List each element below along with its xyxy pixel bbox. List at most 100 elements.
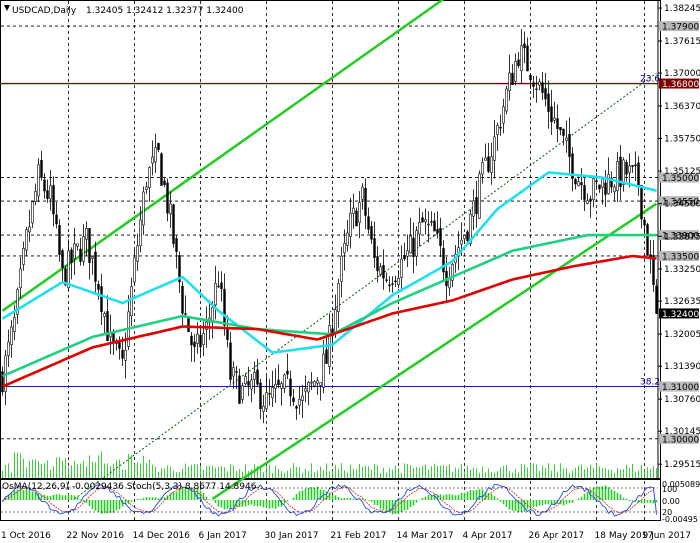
- candle-body: [325, 349, 328, 364]
- candle-body: [103, 313, 106, 317]
- candle-body: [430, 221, 433, 223]
- candle-body: [607, 174, 610, 194]
- candle-body: [133, 257, 136, 283]
- level-price-tag: [659, 230, 699, 241]
- indicator-tick-label: 0.005089: [662, 480, 700, 489]
- candle-body: [316, 380, 319, 384]
- candle-body: [40, 160, 43, 178]
- candle-body: [508, 72, 511, 91]
- candle-body: [574, 179, 577, 185]
- candle-body: [235, 371, 238, 373]
- candle-body: [268, 393, 271, 395]
- candle-body: [148, 167, 151, 188]
- date-label: 6 Jan 2017: [199, 531, 247, 541]
- candle-body: [199, 334, 202, 348]
- candle-body: [427, 223, 430, 226]
- candle-body: [250, 379, 253, 390]
- date-label: 14 Dec 2016: [133, 531, 191, 541]
- level-price-tag: [659, 196, 699, 207]
- candle-body: [67, 250, 70, 289]
- candle-body: [82, 236, 85, 262]
- price-tick-label: 1.35125: [664, 167, 700, 177]
- candle-body: [22, 247, 25, 265]
- candle-body: [13, 317, 16, 332]
- candle-body: [346, 232, 349, 246]
- candle-body: [280, 383, 283, 389]
- candle-body: [463, 235, 466, 240]
- fib-label: 38.2: [640, 378, 660, 388]
- candle-body: [625, 161, 628, 175]
- candle-body: [643, 219, 646, 226]
- date-label: 26 Apr 2017: [529, 531, 585, 541]
- candle-body: [313, 381, 316, 387]
- candle-body: [502, 106, 505, 124]
- candle-body: [358, 202, 361, 223]
- candle-body: [598, 184, 601, 190]
- candle-body: [145, 186, 148, 190]
- candle-body: [100, 286, 103, 313]
- candle-body: [238, 375, 241, 404]
- date-label: 30 Jan 2017: [265, 531, 319, 541]
- indicator-tick-label: 0.00: [662, 497, 680, 506]
- stoch-signal-line: [2, 486, 657, 514]
- price-tick-label: 1.32005: [664, 330, 700, 340]
- level-price-tag: [659, 78, 699, 89]
- candle-body: [355, 210, 358, 227]
- candle-body: [601, 178, 604, 188]
- candle-body: [70, 249, 73, 263]
- level-price-label: 1.36800: [662, 80, 699, 90]
- candle-body: [85, 228, 88, 240]
- candle-body: [511, 72, 514, 86]
- candle-body: [331, 328, 334, 337]
- candle-body: [244, 376, 247, 384]
- candle-body: [229, 342, 232, 380]
- candle-body: [43, 179, 46, 192]
- candle-body: [52, 185, 55, 215]
- candle-body: [178, 255, 181, 283]
- candle-body: [373, 238, 376, 258]
- candle-body: [217, 285, 220, 288]
- candle-body: [532, 82, 535, 87]
- candle-body: [334, 309, 337, 333]
- symbol-label: USDCAD,Daily: [12, 6, 77, 16]
- candle-body: [130, 286, 133, 316]
- candle-body: [139, 219, 142, 247]
- moving-averages: [1, 171, 657, 388]
- candle-body: [304, 388, 307, 392]
- candle-body: [91, 256, 94, 259]
- candlesticks: [1, 28, 658, 424]
- candle-body: [163, 180, 166, 186]
- candle-body: [193, 341, 196, 347]
- candle-body: [370, 226, 373, 240]
- candle-body: [76, 243, 79, 247]
- candle-body: [421, 217, 424, 223]
- candle-body: [202, 333, 205, 345]
- candle-body: [553, 117, 556, 121]
- price-tick-label: 1.31390: [664, 362, 700, 372]
- price-tick-label: 1.29515: [664, 460, 700, 470]
- candle-body: [160, 153, 163, 186]
- candle-body: [7, 341, 10, 356]
- date-label: 18 May 2017: [595, 531, 654, 541]
- candle-body: [433, 220, 436, 232]
- header-triangle-icon: [4, 5, 10, 11]
- indicator-tick-label: 20: [662, 508, 672, 517]
- candle-body: [616, 161, 619, 191]
- trend-channel: [1, 0, 658, 500]
- candle-body: [277, 379, 280, 385]
- candle-body: [61, 250, 64, 268]
- candle-body: [46, 190, 49, 199]
- candle-body: [364, 187, 367, 216]
- candle-body: [151, 156, 154, 164]
- level-price-label: 1.34550: [662, 198, 699, 208]
- candle-body: [400, 258, 403, 278]
- candle-body: [568, 133, 571, 157]
- candle-body: [565, 137, 568, 141]
- candle-body: [121, 349, 124, 359]
- candle-body: [628, 165, 631, 173]
- candle-body: [451, 263, 454, 281]
- candle-body: [214, 283, 217, 306]
- candle-body: [478, 173, 481, 219]
- candle-body: [28, 226, 31, 233]
